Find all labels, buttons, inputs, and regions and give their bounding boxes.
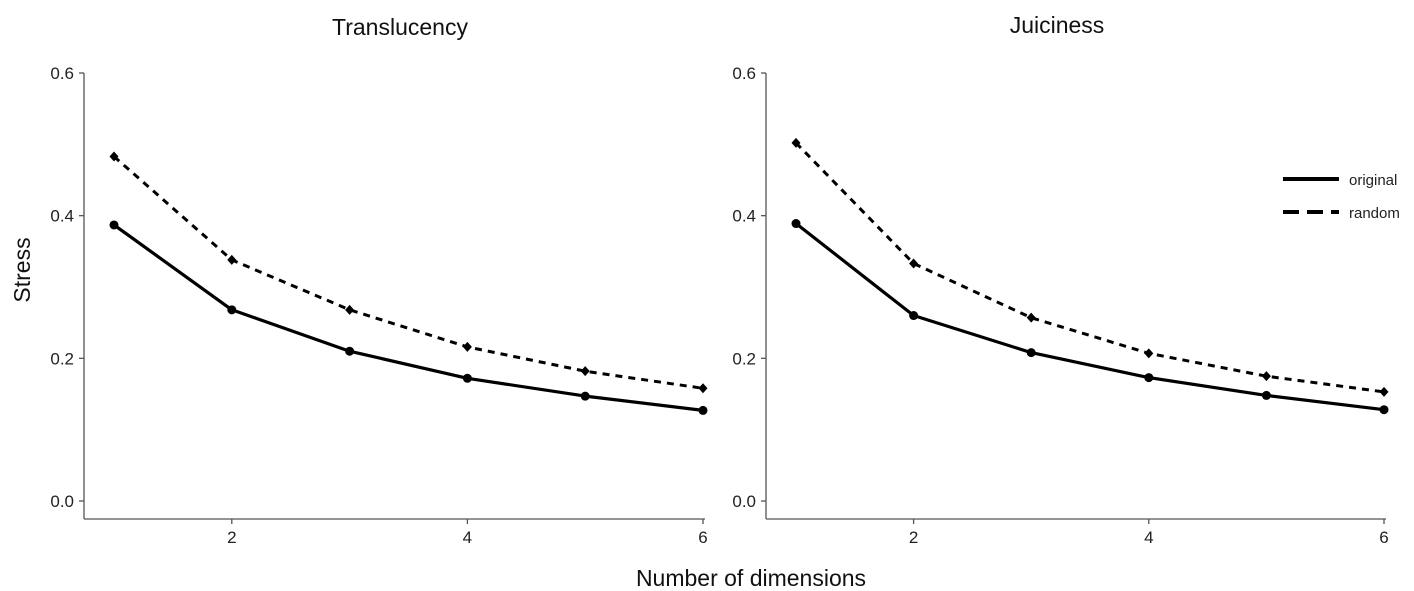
data-point-random [1144, 348, 1154, 359]
y-tick-label: 0.0 [50, 492, 74, 511]
data-point-original [791, 219, 801, 229]
data-point-random [227, 254, 237, 265]
y-tick-label: 0.2 [732, 349, 756, 368]
data-point-original [909, 311, 919, 321]
data-point-original [580, 391, 590, 401]
y-tick-label: 0.4 [732, 207, 756, 226]
data-point-random [1026, 312, 1036, 323]
legend-label-random: random [1349, 205, 1400, 222]
panel-0: Translucency 0.0 0.2 0.4 0.6 2 4 6 [50, 14, 707, 547]
x-tick-label: 6 [1379, 528, 1388, 547]
data-point-original [1261, 390, 1271, 400]
x-tick-label: 2 [227, 528, 236, 547]
data-point-random [791, 137, 801, 148]
x-tick-label: 2 [909, 528, 918, 547]
x-tick-label: 4 [1144, 528, 1153, 547]
y-tick-label: 0.2 [50, 349, 74, 368]
x-tick-label: 4 [463, 528, 472, 547]
legend: original random [1283, 172, 1400, 222]
data-point-original [109, 220, 119, 230]
y-tick-label: 0.6 [50, 64, 74, 83]
data-point-random [345, 304, 355, 315]
data-point-original [462, 373, 472, 383]
data-point-random [580, 366, 590, 377]
series-line-original [795, 222, 1385, 412]
y-tick-label: 0.4 [50, 207, 74, 226]
series-line-random [113, 155, 704, 390]
data-point-original [345, 346, 355, 356]
data-point-random [109, 151, 119, 162]
data-point-original [1379, 405, 1389, 415]
data-point-original [1144, 373, 1154, 383]
x-tick-label: 6 [698, 528, 707, 547]
data-point-original [698, 405, 708, 415]
x-axis-label: Number of dimensions [636, 565, 866, 591]
y-tick-label: 0.6 [732, 64, 756, 83]
data-point-original [1026, 348, 1036, 358]
data-point-random [1261, 371, 1271, 382]
panel-title: Juiciness [1010, 12, 1105, 38]
legend-label-original: original [1349, 172, 1397, 189]
data-point-original [227, 305, 237, 315]
series-line-original [113, 223, 704, 412]
y-tick-label: 0.0 [732, 492, 756, 511]
panel-1: Juiciness 0.0 0.2 0.4 0.6 2 4 6 [732, 12, 1388, 547]
data-point-random [698, 383, 708, 394]
data-point-random [909, 258, 919, 269]
panel-title: Translucency [332, 14, 468, 40]
data-point-random [462, 341, 472, 352]
series-line-random [794, 141, 1385, 394]
panels: Translucency 0.0 0.2 0.4 0.6 2 4 6 Juiciness 0.0 0… [50, 12, 1388, 547]
y-axis-label: Stress [9, 237, 35, 302]
data-point-random [1379, 386, 1389, 397]
